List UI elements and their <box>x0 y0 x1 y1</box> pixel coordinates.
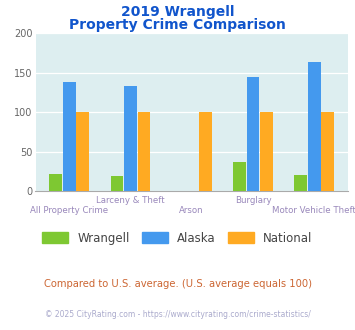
Bar <box>233 162 246 191</box>
Text: 2019 Wrangell: 2019 Wrangell <box>121 5 234 19</box>
Bar <box>63 82 76 191</box>
Text: © 2025 CityRating.com - https://www.cityrating.com/crime-statistics/: © 2025 CityRating.com - https://www.city… <box>45 310 310 319</box>
Text: Larceny & Theft: Larceny & Theft <box>96 196 165 205</box>
Legend: Wrangell, Alaska, National: Wrangell, Alaska, National <box>38 227 317 249</box>
Bar <box>294 175 307 191</box>
Text: Burglary: Burglary <box>235 196 271 205</box>
Bar <box>260 112 273 191</box>
Text: Motor Vehicle Theft: Motor Vehicle Theft <box>272 206 355 215</box>
Bar <box>124 86 137 191</box>
Text: All Property Crime: All Property Crime <box>30 206 108 215</box>
Text: Arson: Arson <box>179 206 204 215</box>
Bar <box>247 77 260 191</box>
Bar <box>76 112 89 191</box>
Bar <box>308 62 321 191</box>
Bar <box>199 112 212 191</box>
Text: Compared to U.S. average. (U.S. average equals 100): Compared to U.S. average. (U.S. average … <box>44 279 311 289</box>
Bar <box>110 176 124 191</box>
Bar <box>49 174 62 191</box>
Text: Property Crime Comparison: Property Crime Comparison <box>69 18 286 32</box>
Bar <box>137 112 150 191</box>
Bar <box>321 112 334 191</box>
